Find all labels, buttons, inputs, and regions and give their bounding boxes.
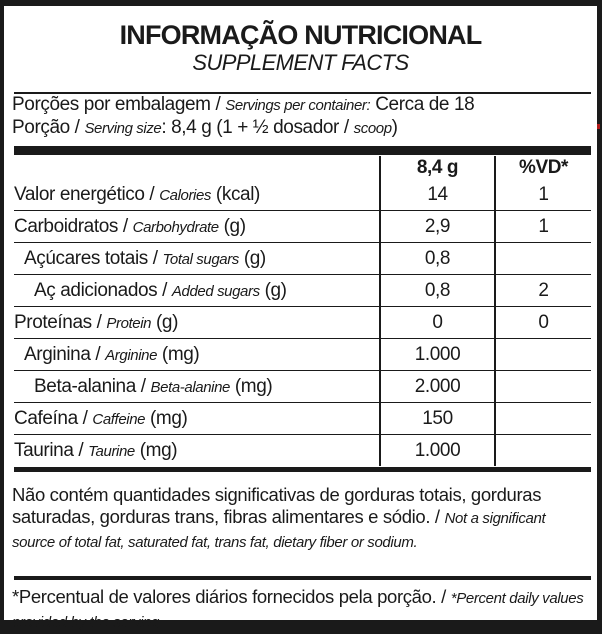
table-row: Açúcares totais / Total sugars (g) 0,8 bbox=[14, 242, 591, 275]
table-row: Arginina / Arginine (mg) 1.000 bbox=[14, 338, 591, 371]
nutrient-name: Proteínas / Protein (g) bbox=[14, 306, 380, 339]
nutrient-amount: 150 bbox=[379, 402, 495, 435]
nutrient-amount: 2.000 bbox=[379, 370, 495, 403]
nutrient-dv bbox=[494, 434, 591, 466]
column-header-amount: 8,4 g bbox=[379, 156, 495, 179]
divider bbox=[14, 92, 591, 94]
nutrient-amount: 0 bbox=[379, 306, 495, 339]
table-row: Valor energético / Calories (kcal) 14 1 bbox=[14, 179, 591, 211]
servings-per-container: Porções por embalagem / Servings per con… bbox=[12, 94, 475, 115]
nutrient-name: Valor energético / Calories (kcal) bbox=[14, 179, 380, 211]
nutrient-name: Açúcares totais / Total sugars (g) bbox=[14, 242, 380, 275]
table-row: Beta-alanina / Beta-alanine (mg) 2.000 bbox=[14, 370, 591, 403]
label-title: INFORMAÇÃO NUTRICIONAL bbox=[119, 20, 483, 50]
nutrition-label: INFORMAÇÃO NUTRICIONAL SUPPLEMENT FACTS … bbox=[4, 6, 597, 631]
nutrient-name: Cafeína / Caffeine (mg) bbox=[14, 402, 380, 435]
nutrient-dv: 1 bbox=[494, 179, 591, 211]
table-row: Carboidratos / Carbohydrate (g) 2,9 1 bbox=[14, 210, 591, 243]
nutrient-dv bbox=[494, 402, 591, 435]
nutrient-name: Arginina / Arginine (mg) bbox=[14, 338, 380, 371]
nutrient-dv: 2 bbox=[494, 274, 591, 307]
nutrient-dv bbox=[494, 338, 591, 371]
thick-divider bbox=[14, 146, 591, 155]
nutrient-dv bbox=[494, 242, 591, 275]
not-significant-note: Não contém quantidades significativas de… bbox=[12, 484, 546, 551]
nutrition-table: 8,4 g %VD* Valor energético / Calories (… bbox=[14, 156, 591, 466]
nutrient-amount: 1.000 bbox=[379, 434, 495, 466]
table-header: 8,4 g %VD* bbox=[14, 156, 591, 179]
nutrient-name: Taurina / Taurine (mg) bbox=[14, 439, 178, 461]
nutrient-name: Aç adicionados / Added sugars (g) bbox=[14, 274, 380, 307]
nutrient-amount: 2,9 bbox=[379, 210, 495, 243]
label-subtitle: SUPPLEMENT FACTS bbox=[192, 50, 409, 75]
divider bbox=[14, 576, 591, 580]
thick-divider bbox=[14, 467, 591, 472]
nutrient-amount: 14 bbox=[379, 179, 495, 211]
nutrient-amount: 1.000 bbox=[379, 338, 495, 371]
table-row: Aç adicionados / Added sugars (g) 0,8 2 bbox=[14, 274, 591, 307]
nutrient-name: Beta-alanina / Beta-alanine (mg) bbox=[14, 370, 380, 403]
nutrient-dv bbox=[494, 370, 591, 403]
nutrient-dv: 0 bbox=[494, 306, 591, 339]
table-row: Taurina / Taurine (mg) 1.000 bbox=[14, 434, 591, 466]
nutrient-amount: 0,8 bbox=[379, 274, 495, 307]
column-header-dv: %VD* bbox=[494, 156, 591, 179]
nutrient-amount: 0,8 bbox=[379, 242, 495, 275]
nutrient-dv: 1 bbox=[494, 210, 591, 243]
serving-size: Porção / Serving size: 8,4 g (1 + ½ dosa… bbox=[12, 117, 398, 138]
table-row: Cafeína / Caffeine (mg) 150 bbox=[14, 402, 591, 435]
table-row: Proteínas / Protein (g) 0 0 bbox=[14, 306, 591, 339]
daily-value-note: *Percentual de valores diários fornecido… bbox=[12, 586, 584, 631]
edge-mark bbox=[597, 124, 600, 129]
nutrient-name: Carboidratos / Carbohydrate (g) bbox=[14, 210, 380, 243]
